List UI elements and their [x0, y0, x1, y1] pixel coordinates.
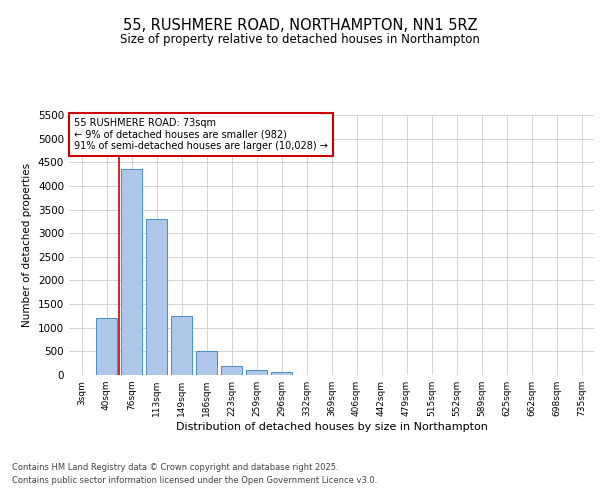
Bar: [121, 170, 142, 375]
X-axis label: Distribution of detached houses by size in Northampton: Distribution of detached houses by size …: [176, 422, 487, 432]
Bar: [171, 316, 192, 375]
Bar: [196, 352, 217, 375]
Bar: [221, 366, 242, 375]
Text: 55 RUSHMERE ROAD: 73sqm
← 9% of detached houses are smaller (982)
91% of semi-de: 55 RUSHMERE ROAD: 73sqm ← 9% of detached…: [74, 118, 328, 151]
Text: Contains HM Land Registry data © Crown copyright and database right 2025.: Contains HM Land Registry data © Crown c…: [12, 464, 338, 472]
Bar: [246, 370, 267, 375]
Bar: [146, 219, 167, 375]
Text: 55, RUSHMERE ROAD, NORTHAMPTON, NN1 5RZ: 55, RUSHMERE ROAD, NORTHAMPTON, NN1 5RZ: [122, 18, 478, 32]
Text: Size of property relative to detached houses in Northampton: Size of property relative to detached ho…: [120, 32, 480, 46]
Bar: [96, 318, 117, 375]
Bar: [271, 372, 292, 375]
Text: Contains public sector information licensed under the Open Government Licence v3: Contains public sector information licen…: [12, 476, 377, 485]
Y-axis label: Number of detached properties: Number of detached properties: [22, 163, 32, 327]
